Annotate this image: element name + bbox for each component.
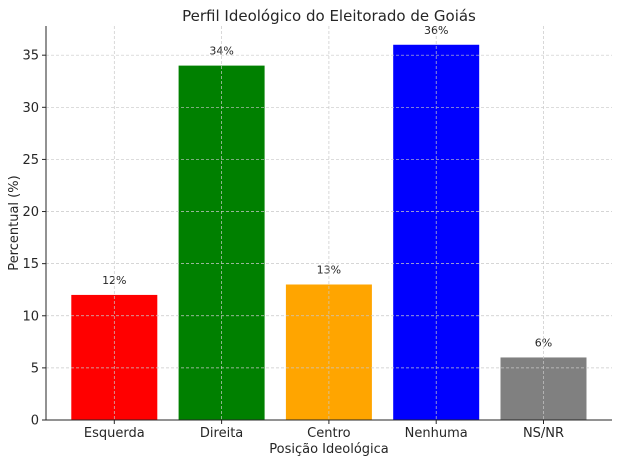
x-axis-label: Posição Ideológica (269, 442, 389, 457)
y-tick-label: 15 (22, 257, 39, 272)
data-label: 36% (424, 24, 448, 37)
y-tick-label: 25 (22, 153, 39, 168)
data-label: 13% (317, 263, 341, 276)
y-tick-label: 5 (31, 361, 39, 376)
x-tick-label: Esquerda (84, 426, 145, 441)
x-tick-label: NS/NR (523, 426, 564, 441)
y-tick-label: 20 (22, 205, 39, 220)
x-tick-label: Direita (200, 426, 243, 441)
x-tick-label: Centro (307, 426, 350, 441)
chart-title: Perfil Ideológico do Eleitorado de Goiás (182, 7, 476, 25)
y-tick-label: 10 (22, 309, 39, 324)
x-tick-label: Nenhuma (405, 426, 468, 441)
y-tick-label: 0 (31, 414, 39, 429)
y-tick-label: 30 (22, 101, 39, 116)
y-tick-label: 35 (22, 49, 39, 64)
y-axis-label: Percentual (%) (7, 175, 22, 270)
data-label: 12% (102, 274, 126, 287)
